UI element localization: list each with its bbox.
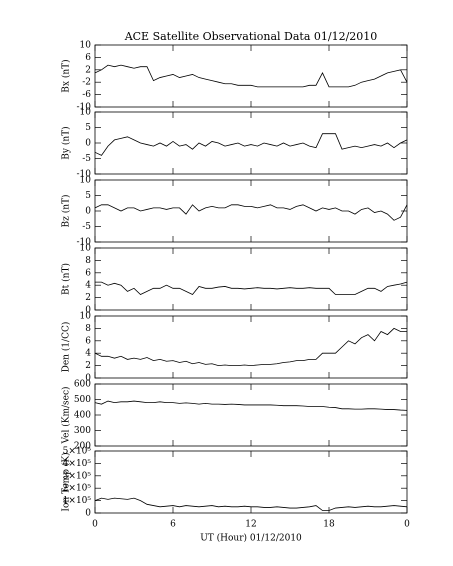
- data-line: [94, 497, 408, 511]
- y-tick-label: 8: [85, 256, 91, 266]
- y-axis-label: By (nT): [61, 126, 72, 159]
- y-tick-label: 10: [80, 108, 92, 118]
- y-tick-label: -2: [82, 78, 91, 88]
- y-tick-label: 5: [85, 191, 91, 201]
- x-axis-label: UT (Hour) 01/12/2010: [200, 533, 302, 544]
- y-tick-label: 600: [74, 380, 91, 390]
- y-tick-label: 500: [74, 395, 91, 405]
- y-tick-label: -5: [82, 154, 91, 164]
- y-tick-label: -5: [82, 222, 91, 232]
- y-axis-label: Vel (Km/sec): [61, 386, 72, 444]
- y-tick-label: 200: [74, 442, 91, 452]
- x-tick-label: 0: [92, 520, 98, 530]
- y-tick-label: 10: [80, 312, 92, 322]
- data-line: [94, 133, 408, 156]
- y-tick-label: 2: [85, 361, 91, 371]
- y-tick-label: 10: [80, 244, 92, 254]
- y-axis-label: Ion Temp (K): [61, 452, 72, 511]
- panel-frame: [94, 383, 408, 447]
- data-line: [94, 400, 408, 411]
- y-tick-label: 3×10⁵: [63, 471, 92, 481]
- panel-frame: [94, 247, 408, 311]
- y-tick-label: 1×10⁵: [63, 496, 92, 506]
- y-tick-label: 0: [85, 374, 91, 384]
- data-line: [95, 281, 408, 295]
- y-tick-label: -6: [82, 90, 91, 100]
- panel-frame: [94, 315, 408, 379]
- y-tick-label: 4: [85, 281, 91, 291]
- y-tick-label: 6: [85, 268, 91, 278]
- y-tick-label: 0: [85, 139, 91, 149]
- y-tick-label: 4: [85, 349, 91, 359]
- x-tick-label: 18: [323, 520, 335, 530]
- y-tick-label: 2×10⁵: [63, 484, 92, 494]
- y-tick-label: 6: [85, 53, 91, 63]
- y-tick-label: 2: [85, 65, 91, 75]
- y-axis-label: Bt (nT): [61, 263, 72, 295]
- y-tick-label: -10: [77, 238, 92, 248]
- y-tick-label: 0: [85, 306, 91, 316]
- y-axis-label: Den (1/CC): [61, 322, 72, 373]
- y-tick-label: 10: [80, 176, 92, 186]
- y-axis-label: Bz (nT): [61, 194, 72, 227]
- y-tick-label: 10: [80, 41, 92, 51]
- chart-title: ACE Satellite Observational Data 01/12/2…: [124, 30, 378, 43]
- data-line: [94, 64, 408, 88]
- y-tick-label: 0: [85, 509, 91, 519]
- panel-frame: [94, 44, 408, 108]
- y-tick-label: 0: [85, 207, 91, 217]
- y-tick-label: 5: [85, 123, 91, 133]
- panel-frame: [94, 450, 408, 514]
- y-tick-label: 400: [74, 411, 91, 421]
- y-tick-label: 8: [85, 324, 91, 334]
- y-axis-label: Bx (nT): [61, 59, 72, 92]
- y-tick-label: 2: [85, 293, 91, 303]
- y-tick-label: -10: [77, 103, 92, 113]
- x-tick-label: 6: [170, 520, 176, 530]
- data-line: [94, 204, 408, 221]
- x-tick-label: 12: [245, 520, 256, 530]
- x-tick-label: 0: [404, 520, 410, 530]
- y-tick-label: 300: [74, 426, 91, 436]
- y-tick-label: -10: [77, 170, 92, 180]
- data-line: [94, 327, 407, 367]
- y-tick-label: 4×10⁵: [63, 459, 92, 469]
- y-tick-label: 5×10⁵: [63, 447, 92, 457]
- y-tick-label: 6: [85, 336, 91, 346]
